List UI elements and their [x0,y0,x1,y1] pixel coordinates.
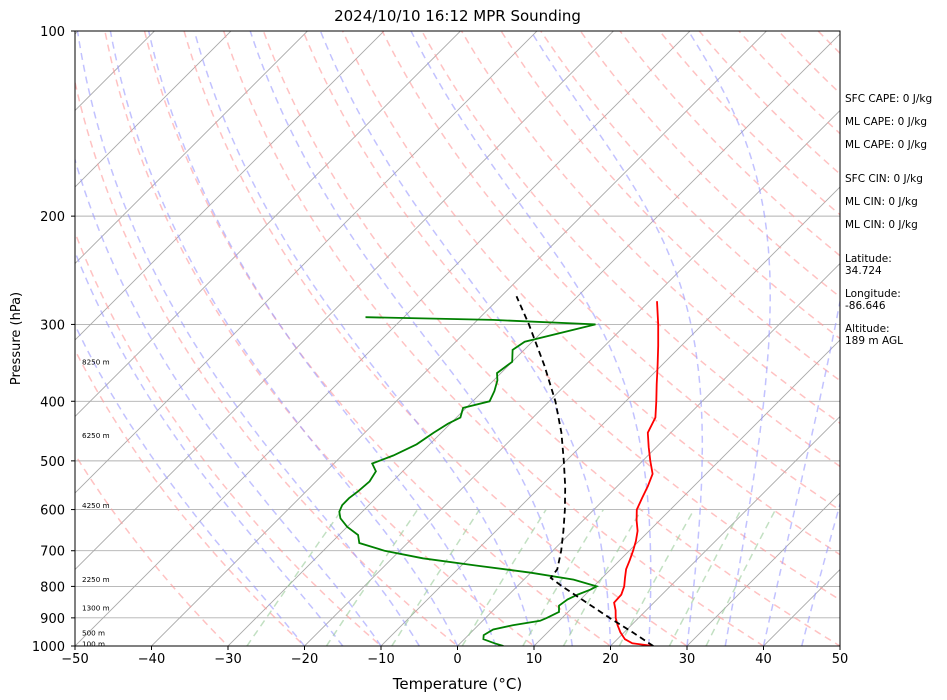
moist-adiabat-25 [410,31,652,646]
isotherm--110 [75,31,232,188]
height-label: 2250 m [82,575,110,584]
y-tick-label: 400 [40,395,65,410]
mixing-ratio-4 [461,509,547,646]
mixing-ratio-32 [705,509,777,646]
x-tick-label: 20 [602,652,619,667]
annotation-latitude: Latitude: 34.724 [845,253,892,277]
dry-adiabat-90 [421,31,840,468]
isotherm--40 [150,31,768,646]
mixing-ratio-7 [522,509,604,646]
annotation-ml-cape-1: ML CAPE: 0 J/kg [845,116,928,128]
dry-adiabat-40 [222,31,765,646]
y-tick-label: 100 [40,25,65,40]
y-tick-label: 1000 [32,640,65,655]
y-tick-label: 600 [40,504,65,519]
dry-adiabat-110 [500,31,840,382]
y-tick-label: 700 [40,545,65,560]
dry-adiabat-70 [341,31,840,556]
isotherm--60 [75,31,615,571]
height-label: 8250 m [82,357,110,366]
height-label: 500 m [82,629,105,638]
parcel-profile [515,295,654,646]
x-tick-label: 10 [526,652,543,667]
y-tick-label: 200 [40,210,65,225]
isotherm--50 [75,31,691,646]
isotherm--90 [75,31,385,341]
dry-adiabat-10 [104,31,536,646]
moist-adiabat--15 [75,249,344,646]
plot-area [75,17,947,659]
dry-adiabat-100 [460,31,840,425]
x-tick-label: 40 [755,652,772,667]
dry-adiabat-50 [262,31,840,646]
mixing-ratio-1 [325,509,419,646]
moist-adiabat--10 [75,157,382,646]
moist-adiabat-30 [530,31,704,646]
moist-adiabat--5 [76,31,420,646]
moist-adiabat-5 [147,31,497,646]
moist-adiabat-10 [193,31,535,646]
moist-adiabat--20 [75,323,306,646]
annotation-ml-cin-2: ML CIN: 0 J/kg [845,219,918,231]
x-tick-label: −50 [61,652,88,667]
dry-adiabat-80 [381,31,840,512]
x-tick-label: 0 [453,652,461,667]
y-tick-label: 900 [40,612,65,627]
height-label: 6250 m [82,431,110,440]
height-label: 100 m [82,639,105,648]
annotation-sfc-cape: SFC CAPE: 0 J/kg [845,93,933,105]
dry-adiabat-30 [183,31,689,646]
x-tick-label: −30 [214,652,241,667]
dry-adiabat-160 [698,31,840,176]
annotation-altitude: Altitude: 189 m AGL [845,323,903,347]
y-tick-label: 300 [40,318,65,333]
moist-adiabat-20 [319,31,612,646]
annotation-longitude: Longitude: -86.646 [845,288,901,312]
isotherm-10 [533,339,840,646]
isotherm-20 [609,415,840,646]
dry-adiabat--10 [75,230,383,646]
mixing-ratio-24 [668,509,742,646]
isotherm--100 [75,31,309,265]
mixing-ratio-16 [618,509,695,646]
isotherm--120 [75,31,156,112]
dry-adiabat--30 [75,453,230,646]
plot-frame [74,30,841,647]
annotation-sfc-cin: SFC CIN: 0 J/kg [845,173,923,185]
chart-title: 2024/10/10 16:12 MPR Sounding [334,7,581,25]
x-tick-label: −20 [291,652,318,667]
y-axis-label: Pressure (hPa) [9,292,24,385]
moist-adiabat-15 [249,31,574,646]
isotherm-30 [686,492,840,646]
isotherm--70 [75,31,538,494]
isotherm--10 [380,186,840,646]
dry-adiabat-0 [75,78,459,646]
dry-adiabat-20 [143,31,612,646]
x-tick-label: 50 [832,652,849,667]
isotherm--20 [303,109,840,646]
annotation-ml-cin-1: ML CIN: 0 J/kg [845,196,918,208]
height-label: 1300 m [82,604,110,613]
isotherm--80 [75,31,462,418]
x-tick-label: 30 [679,652,696,667]
dry-adiabat--20 [75,348,306,646]
isotherm-60 [904,17,947,659]
mixing-ratio-10 [562,509,643,646]
height-label: 4250 m [82,501,110,510]
x-tick-label: −40 [138,652,165,667]
dry-adiabat-60 [302,31,840,601]
mixing-ratio-0.4 [246,509,343,646]
y-tick-label: 500 [40,455,65,470]
mixing-ratio-2 [391,509,481,646]
annotation-ml-cape-2: ML CAPE: 0 J/kg [845,139,928,151]
temperature-profile [613,301,660,646]
moist-adiabat-0 [109,31,459,646]
x-axis-label: Temperature (°C) [392,675,522,693]
dewpoint-profile [338,316,600,646]
y-tick-label: 800 [40,580,65,595]
moist-adiabat-35 [687,31,771,646]
x-tick-label: −10 [367,652,394,667]
